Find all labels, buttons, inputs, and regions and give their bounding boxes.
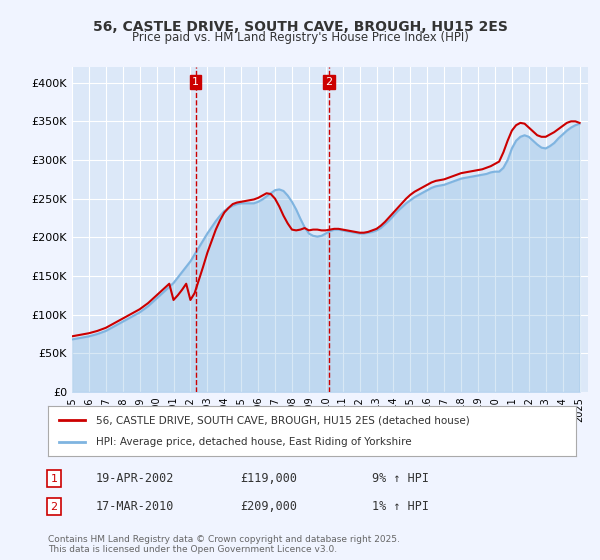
Text: 9% ↑ HPI: 9% ↑ HPI [372,472,429,486]
Text: 17-MAR-2010: 17-MAR-2010 [96,500,175,514]
Text: 1: 1 [192,77,199,87]
Text: 1: 1 [50,474,58,484]
Text: 56, CASTLE DRIVE, SOUTH CAVE, BROUGH, HU15 2ES (detached house): 56, CASTLE DRIVE, SOUTH CAVE, BROUGH, HU… [95,415,469,425]
Text: £119,000: £119,000 [240,472,297,486]
Text: 2: 2 [326,77,333,87]
Text: 56, CASTLE DRIVE, SOUTH CAVE, BROUGH, HU15 2ES: 56, CASTLE DRIVE, SOUTH CAVE, BROUGH, HU… [92,20,508,34]
Text: Price paid vs. HM Land Registry's House Price Index (HPI): Price paid vs. HM Land Registry's House … [131,31,469,44]
Text: 2: 2 [50,502,58,512]
Text: 19-APR-2002: 19-APR-2002 [96,472,175,486]
Text: 1% ↑ HPI: 1% ↑ HPI [372,500,429,514]
Text: HPI: Average price, detached house, East Riding of Yorkshire: HPI: Average price, detached house, East… [95,437,411,447]
Text: Contains HM Land Registry data © Crown copyright and database right 2025.
This d: Contains HM Land Registry data © Crown c… [48,535,400,554]
Text: £209,000: £209,000 [240,500,297,514]
